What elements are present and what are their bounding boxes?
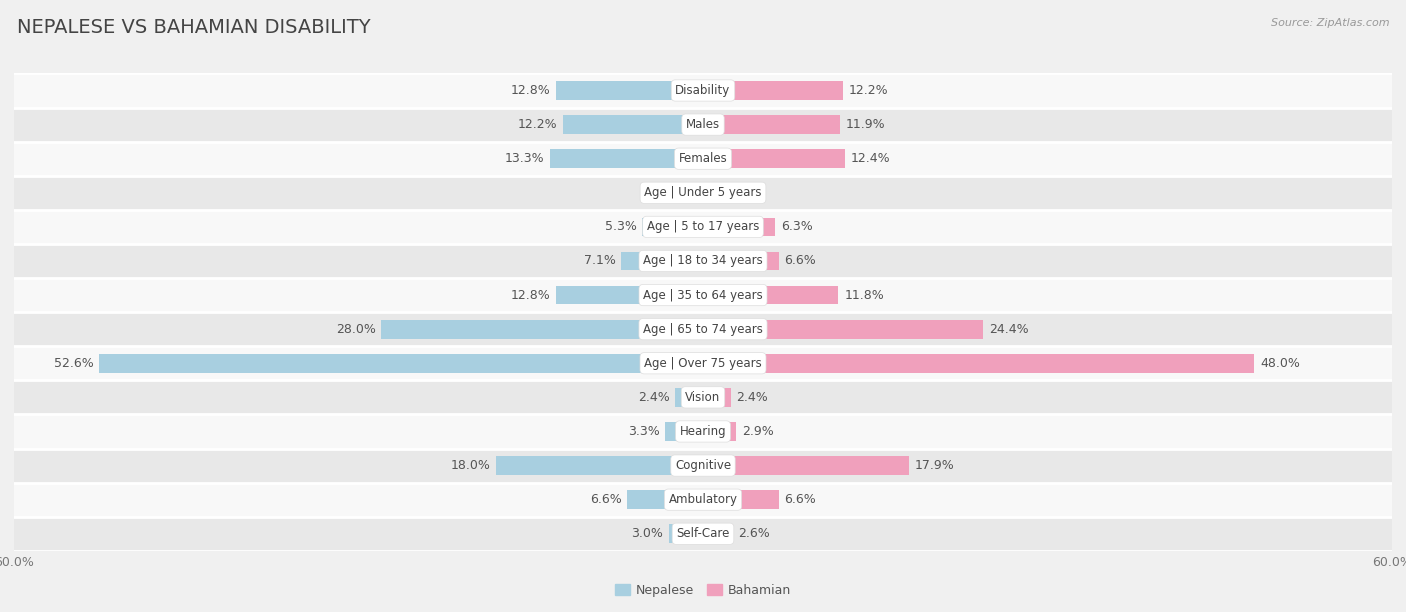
- FancyBboxPatch shape: [14, 346, 1392, 380]
- Bar: [703, 149, 845, 168]
- FancyBboxPatch shape: [14, 176, 1392, 210]
- Bar: [496, 456, 703, 475]
- Bar: [627, 490, 703, 509]
- Text: 17.9%: 17.9%: [914, 459, 955, 472]
- FancyBboxPatch shape: [14, 380, 1392, 414]
- Text: 18.0%: 18.0%: [451, 459, 491, 472]
- FancyBboxPatch shape: [14, 108, 1392, 141]
- Text: 6.6%: 6.6%: [785, 493, 817, 506]
- Text: Age | 5 to 17 years: Age | 5 to 17 years: [647, 220, 759, 233]
- Text: 2.4%: 2.4%: [638, 391, 669, 404]
- Bar: [381, 320, 703, 338]
- FancyBboxPatch shape: [14, 73, 1392, 108]
- Bar: [703, 524, 733, 543]
- Text: Vision: Vision: [685, 391, 721, 404]
- Text: 2.6%: 2.6%: [738, 528, 770, 540]
- Text: 52.6%: 52.6%: [53, 357, 93, 370]
- Text: Age | 35 to 64 years: Age | 35 to 64 years: [643, 289, 763, 302]
- Bar: [669, 524, 703, 543]
- FancyBboxPatch shape: [14, 517, 1392, 551]
- Text: 12.4%: 12.4%: [851, 152, 891, 165]
- Bar: [703, 388, 731, 407]
- Bar: [703, 422, 737, 441]
- Text: 6.6%: 6.6%: [589, 493, 621, 506]
- FancyBboxPatch shape: [14, 141, 1392, 176]
- Bar: [703, 456, 908, 475]
- Bar: [703, 115, 839, 134]
- Text: 13.3%: 13.3%: [505, 152, 544, 165]
- Legend: Nepalese, Bahamian: Nepalese, Bahamian: [610, 579, 796, 602]
- Text: 5.3%: 5.3%: [605, 220, 637, 233]
- Text: 12.8%: 12.8%: [510, 289, 550, 302]
- Bar: [703, 184, 718, 202]
- Bar: [703, 217, 775, 236]
- Bar: [643, 217, 703, 236]
- Text: 12.2%: 12.2%: [849, 84, 889, 97]
- Text: 48.0%: 48.0%: [1260, 357, 1299, 370]
- Bar: [621, 252, 703, 271]
- Text: Hearing: Hearing: [679, 425, 727, 438]
- FancyBboxPatch shape: [14, 278, 1392, 312]
- Text: Ambulatory: Ambulatory: [668, 493, 738, 506]
- FancyBboxPatch shape: [14, 312, 1392, 346]
- Bar: [555, 286, 703, 304]
- Bar: [703, 81, 844, 100]
- Bar: [703, 354, 1254, 373]
- Bar: [665, 422, 703, 441]
- Text: Age | Under 5 years: Age | Under 5 years: [644, 186, 762, 200]
- Text: 28.0%: 28.0%: [336, 323, 375, 335]
- Text: 11.9%: 11.9%: [845, 118, 884, 131]
- Text: 2.9%: 2.9%: [742, 425, 773, 438]
- Text: 6.3%: 6.3%: [782, 220, 813, 233]
- Text: Age | Over 75 years: Age | Over 75 years: [644, 357, 762, 370]
- Text: Source: ZipAtlas.com: Source: ZipAtlas.com: [1271, 18, 1389, 28]
- Text: 3.0%: 3.0%: [631, 528, 662, 540]
- Bar: [555, 81, 703, 100]
- Text: 11.8%: 11.8%: [844, 289, 884, 302]
- Text: Age | 18 to 34 years: Age | 18 to 34 years: [643, 255, 763, 267]
- Text: Males: Males: [686, 118, 720, 131]
- Text: Cognitive: Cognitive: [675, 459, 731, 472]
- Text: NEPALESE VS BAHAMIAN DISABILITY: NEPALESE VS BAHAMIAN DISABILITY: [17, 18, 371, 37]
- Text: 2.4%: 2.4%: [737, 391, 768, 404]
- Text: 12.8%: 12.8%: [510, 84, 550, 97]
- FancyBboxPatch shape: [14, 414, 1392, 449]
- Text: Self-Care: Self-Care: [676, 528, 730, 540]
- Bar: [98, 354, 703, 373]
- FancyBboxPatch shape: [14, 449, 1392, 483]
- Text: Disability: Disability: [675, 84, 731, 97]
- Text: 12.2%: 12.2%: [517, 118, 557, 131]
- FancyBboxPatch shape: [14, 210, 1392, 244]
- Text: 24.4%: 24.4%: [988, 323, 1029, 335]
- Text: 6.6%: 6.6%: [785, 255, 817, 267]
- Bar: [692, 184, 703, 202]
- Text: 7.1%: 7.1%: [583, 255, 616, 267]
- Bar: [703, 252, 779, 271]
- FancyBboxPatch shape: [14, 483, 1392, 517]
- Text: 3.3%: 3.3%: [627, 425, 659, 438]
- Bar: [550, 149, 703, 168]
- Text: Age | 65 to 74 years: Age | 65 to 74 years: [643, 323, 763, 335]
- Bar: [675, 388, 703, 407]
- Bar: [562, 115, 703, 134]
- Text: 0.97%: 0.97%: [647, 186, 686, 200]
- Text: Females: Females: [679, 152, 727, 165]
- Bar: [703, 286, 838, 304]
- Bar: [703, 490, 779, 509]
- Text: 1.3%: 1.3%: [724, 186, 755, 200]
- FancyBboxPatch shape: [14, 244, 1392, 278]
- Bar: [703, 320, 983, 338]
